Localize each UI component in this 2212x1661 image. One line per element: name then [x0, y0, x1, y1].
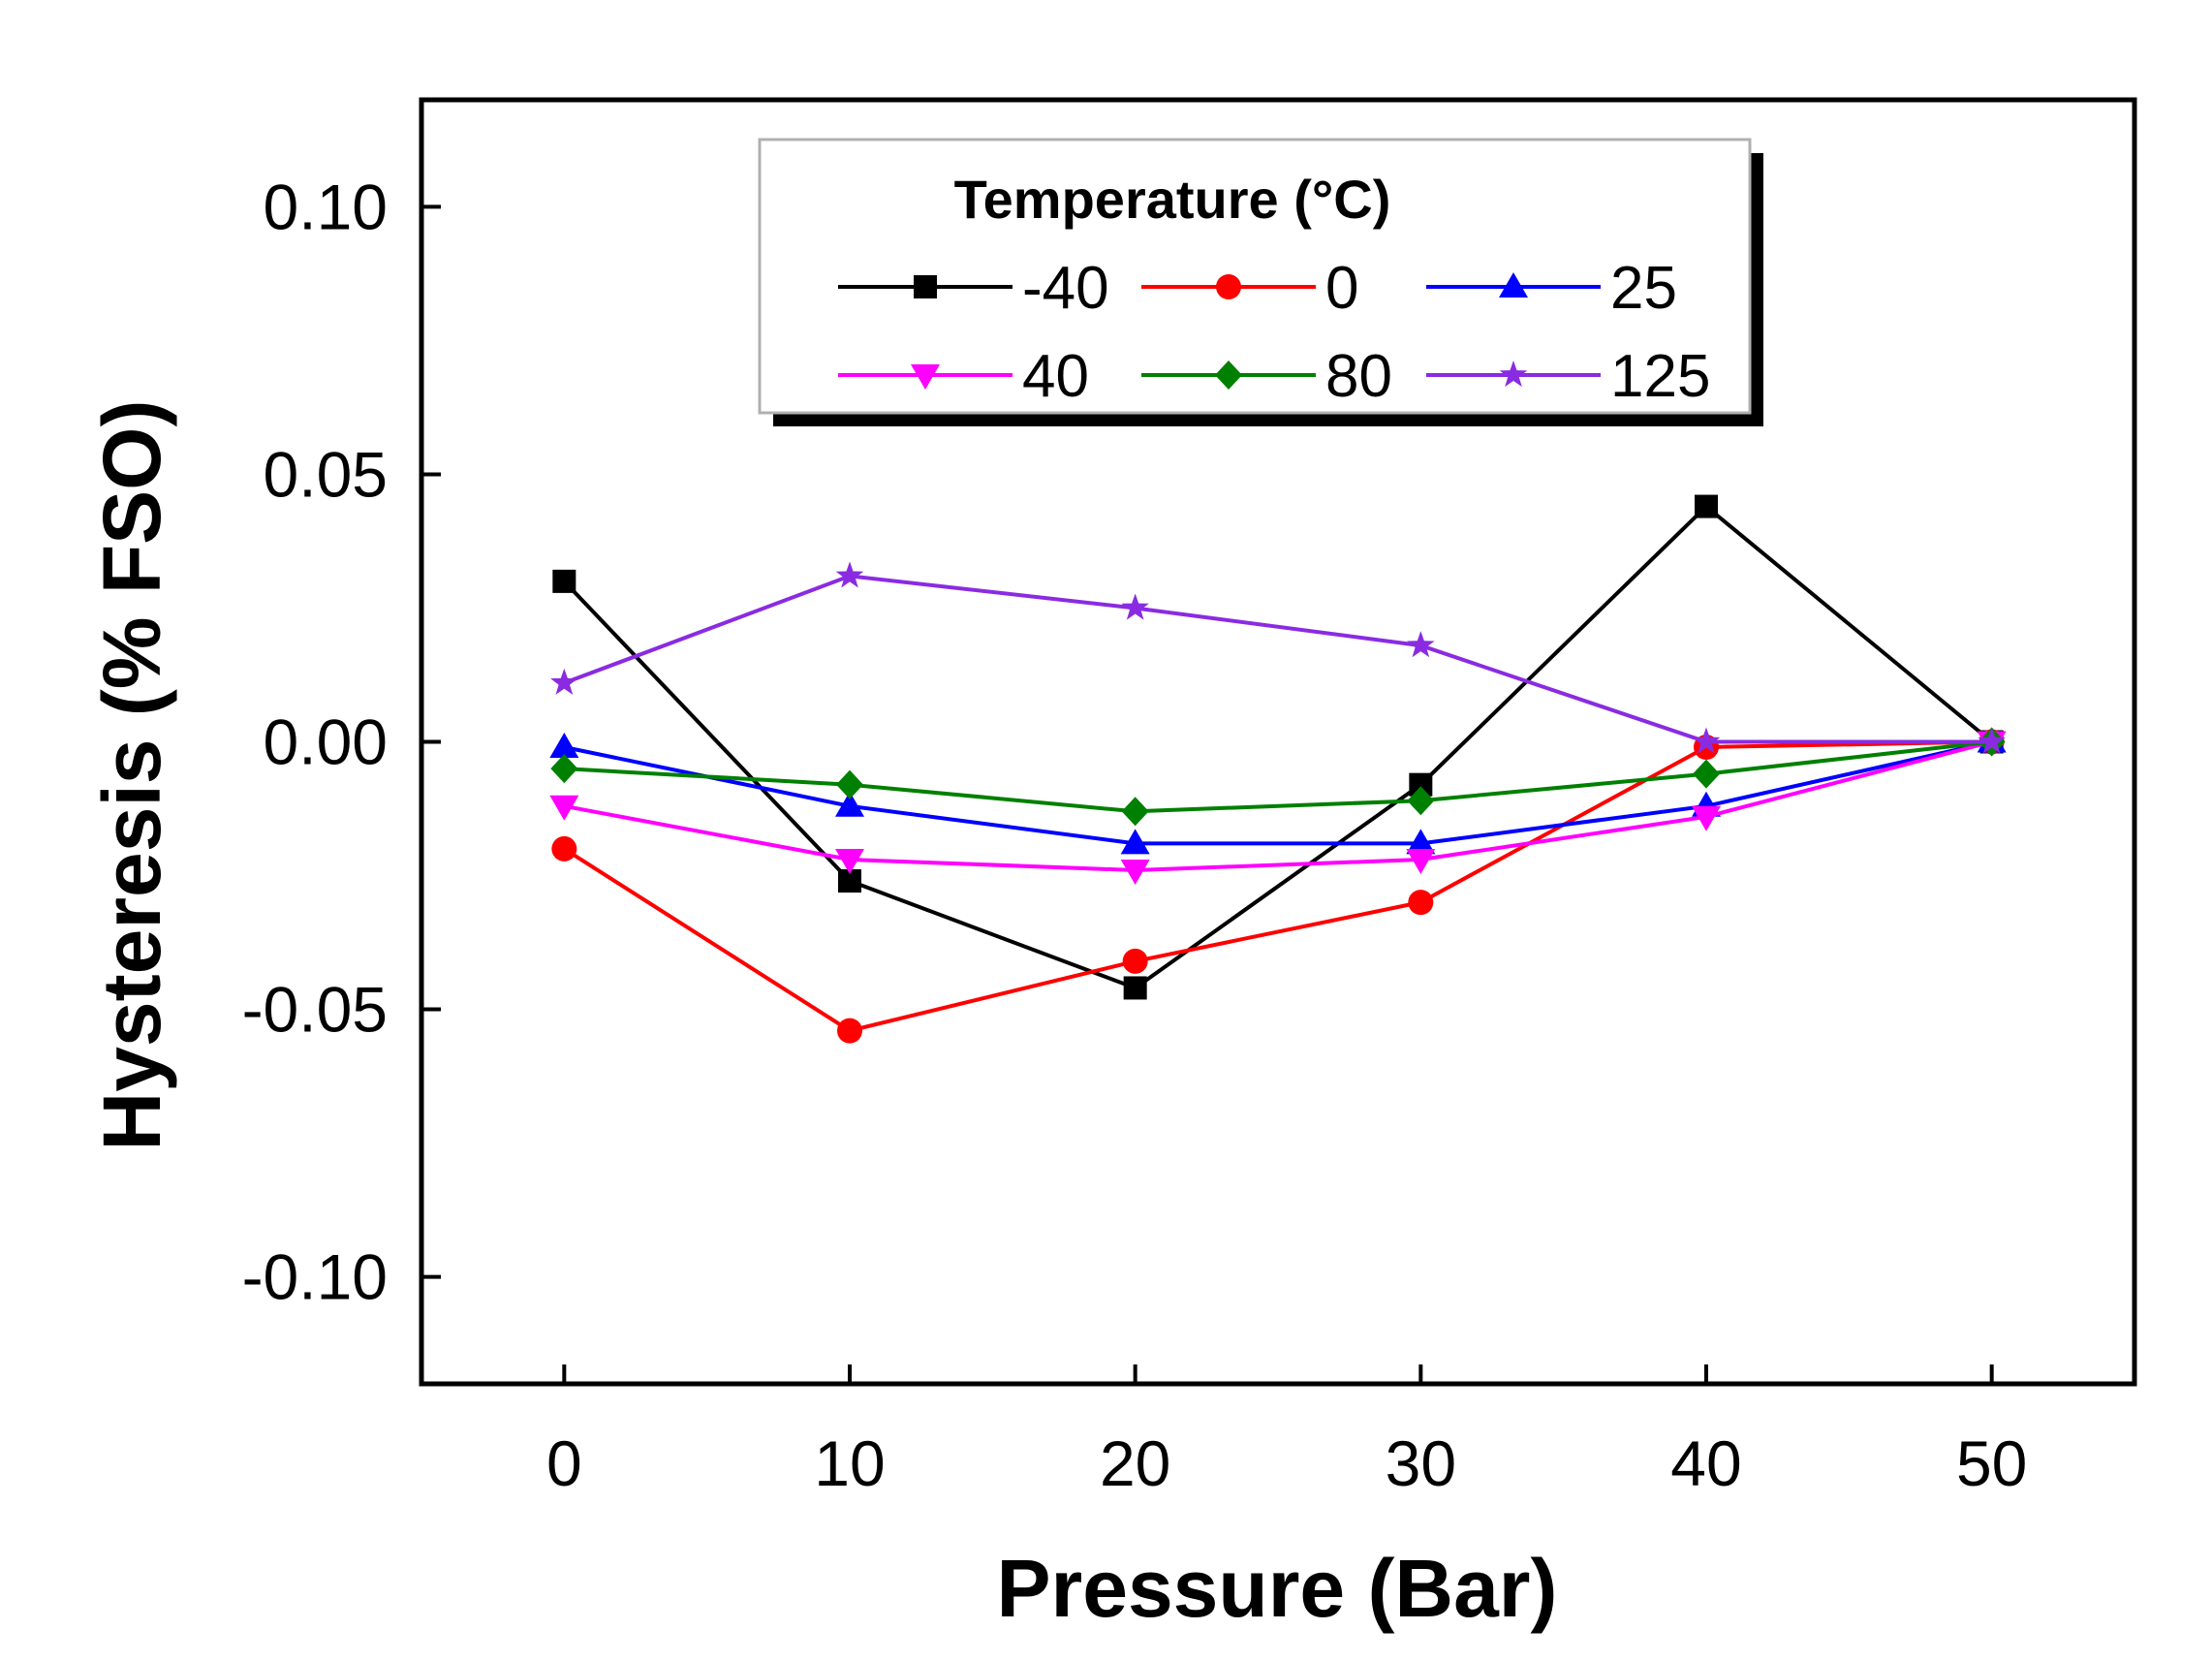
- legend-label--40: -40: [1022, 255, 1109, 322]
- data-point-0: [837, 1018, 862, 1044]
- data-point-40: [1120, 860, 1150, 885]
- series-line--40: [562, 503, 1993, 990]
- legend-title: Temperature (°C): [954, 169, 1391, 230]
- x-tick-label: 0: [546, 1427, 582, 1499]
- series-line-80: [564, 739, 1992, 814]
- x-tick-label: 50: [1956, 1427, 2027, 1499]
- legend-marker-0: [1216, 274, 1241, 299]
- x-axis-title: Pressure (Bar): [997, 1543, 1558, 1634]
- series-line-0: [563, 739, 1992, 1033]
- data-point-40: [549, 795, 579, 821]
- legend-marker-80: [1215, 360, 1242, 390]
- data-point-125: [550, 668, 578, 695]
- legend: Temperature (°C) -40 0 25 40 80 125: [758, 138, 1763, 426]
- legend-marker--40: [914, 275, 937, 298]
- data-point-0: [1122, 948, 1148, 974]
- data-point-0: [551, 835, 577, 862]
- x-tick-label: 10: [814, 1427, 885, 1499]
- data-point-125: [1692, 727, 1721, 754]
- data-point-80: [836, 769, 863, 799]
- y-axis-title: Hysteresis (% FSO): [86, 400, 177, 1151]
- legend-marker-40: [911, 364, 940, 390]
- x-tick-label: 20: [1100, 1427, 1170, 1499]
- x-tick-label: 40: [1670, 1427, 1741, 1499]
- series-line-25: [563, 739, 1993, 846]
- data-point-25: [549, 733, 579, 759]
- y-tick-label: 0.10: [264, 171, 388, 242]
- legend-marker-25: [1499, 272, 1528, 298]
- data-point--40: [552, 569, 576, 593]
- data-point--40: [1123, 976, 1147, 1000]
- series-line-40: [563, 739, 1993, 873]
- y-tick-label: -0.10: [242, 1241, 388, 1313]
- data-point-40: [835, 848, 864, 874]
- data-point-125: [1121, 593, 1149, 620]
- data-point-80: [550, 754, 578, 784]
- data-point-25: [1120, 829, 1150, 855]
- y-tick-label: 0.00: [264, 706, 388, 778]
- data-point-25: [835, 791, 864, 817]
- data-point-80: [1121, 797, 1149, 827]
- data-point-80: [1407, 786, 1435, 816]
- y-tick-label: -0.05: [242, 974, 388, 1046]
- series-line-125: [563, 574, 1992, 744]
- data-point-40: [1692, 805, 1721, 831]
- data-point-25: [1406, 829, 1436, 855]
- data-point-125: [1407, 631, 1435, 658]
- y-tick-label: 0.05: [264, 438, 388, 510]
- data-point--40: [1695, 494, 1718, 518]
- data-point-125: [1978, 727, 2006, 754]
- data-point-125: [835, 561, 864, 588]
- legend-label-25: 25: [1610, 255, 1677, 322]
- legend-label-125: 125: [1610, 343, 1710, 410]
- data-point-0: [1408, 890, 1434, 916]
- legend-label-0: 0: [1325, 255, 1358, 322]
- legend-label-40: 40: [1022, 343, 1089, 410]
- data-point-40: [1406, 848, 1436, 874]
- legend-label-80: 80: [1325, 343, 1392, 410]
- x-tick-label: 30: [1386, 1427, 1456, 1499]
- data-point-80: [1693, 759, 1720, 789]
- legend-marker-125: [1499, 360, 1528, 388]
